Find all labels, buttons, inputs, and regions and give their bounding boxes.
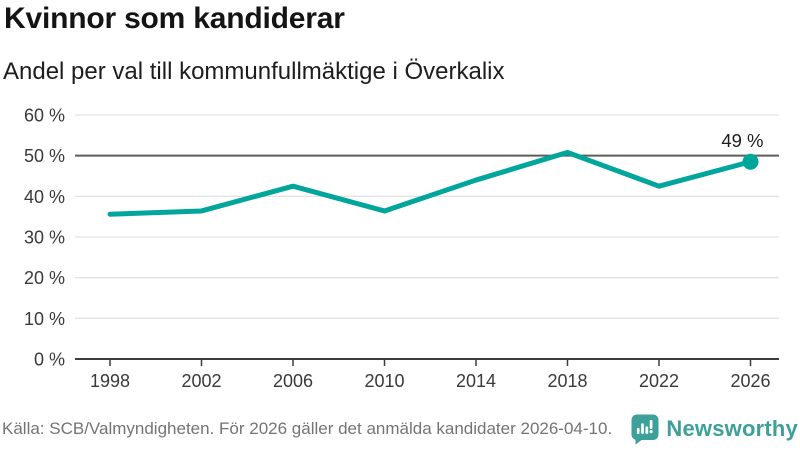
footer: Källa: SCB/Valmyndigheten. För 2026 gäll…	[2, 413, 798, 445]
y-axis-label: 30 %	[24, 228, 65, 248]
chart-title: Kvinnor som kandiderar	[4, 2, 345, 35]
chart-subtitle: Andel per val till kommunfullmäktige i Ö…	[3, 58, 505, 85]
trend-line	[107, 149, 753, 217]
x-axis-label: 1998	[90, 371, 130, 391]
y-axis-label: 0 %	[34, 350, 65, 370]
x-axis-label: 2022	[639, 371, 679, 391]
end-value-label: 49 %	[721, 130, 763, 151]
x-axis-label: 2010	[364, 371, 404, 391]
x-axis-label: 2026	[730, 371, 770, 391]
line-chart: 0 % 10 % 20 % 30 % 40 % 50 % 60 % 1998 2002 2006 2…	[24, 106, 779, 391]
x-axis-label: 2006	[273, 371, 313, 391]
y-axis-label: 20 %	[24, 268, 65, 288]
y-axis-label: 10 %	[24, 309, 65, 329]
newsworthy-icon	[631, 414, 659, 445]
x-axis-label: 2018	[547, 371, 587, 391]
y-axis-label: 50 %	[24, 146, 65, 166]
y-axis-label: 60 %	[24, 106, 65, 126]
newsworthy-logo: Newsworthy	[631, 414, 798, 445]
newsworthy-wordmark: Newsworthy	[666, 416, 798, 441]
source-note: Källa: SCB/Valmyndigheten. För 2026 gäll…	[2, 419, 613, 438]
end-point-marker	[742, 153, 759, 170]
x-axis-label: 2002	[181, 371, 221, 391]
y-axis-label: 40 %	[24, 187, 65, 207]
x-axis-label: 2014	[456, 371, 496, 391]
